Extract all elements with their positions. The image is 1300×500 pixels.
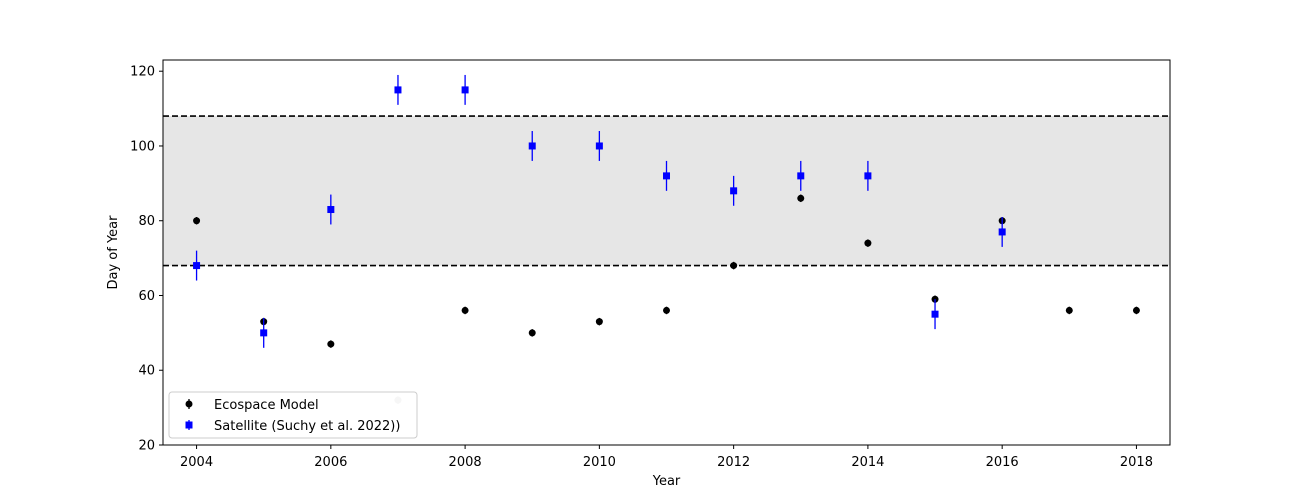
y-tick-label: 40 bbox=[138, 364, 155, 379]
data-point bbox=[864, 239, 872, 247]
axes: 2004 2006 2008 2010 2012 2014 2016 2018 20 40 60 80… bbox=[130, 59, 1171, 470]
y-tick-label: 20 bbox=[138, 439, 155, 454]
data-point bbox=[461, 86, 469, 94]
data-point bbox=[528, 329, 536, 337]
legend-entry-satellite: Satellite (Suchy et al. 2022)) bbox=[185, 419, 400, 434]
data-point bbox=[730, 187, 738, 195]
data-point bbox=[595, 318, 603, 326]
x-axis-label: Year bbox=[652, 474, 681, 489]
data-point bbox=[1065, 306, 1073, 314]
x-tick-label: 2016 bbox=[986, 455, 1019, 470]
data-point bbox=[931, 310, 939, 318]
data-point bbox=[327, 206, 335, 214]
data-point bbox=[730, 262, 738, 270]
data-point bbox=[797, 172, 805, 180]
data-point bbox=[193, 217, 201, 225]
legend-marker-ecospace bbox=[185, 399, 193, 409]
x-tick-label: 2014 bbox=[851, 455, 884, 470]
legend: Ecospace Model Satellite (Suchy et al. 2… bbox=[168, 391, 418, 439]
data-point bbox=[327, 340, 335, 348]
data-point bbox=[461, 306, 469, 314]
legend-marker-symbol bbox=[185, 400, 193, 408]
data-point bbox=[260, 329, 268, 337]
data-point bbox=[797, 194, 805, 202]
x-tick-label: 2010 bbox=[583, 455, 616, 470]
data-point bbox=[528, 142, 536, 150]
legend-box bbox=[168, 391, 418, 439]
y-tick-label: 100 bbox=[130, 139, 155, 154]
x-tick-label: 2018 bbox=[1120, 455, 1153, 470]
legend-entry-ecospace: Ecospace Model bbox=[185, 398, 319, 413]
data-point bbox=[595, 142, 603, 150]
x-tick-label: 2008 bbox=[449, 455, 482, 470]
data-point bbox=[663, 172, 670, 180]
legend-label-ecospace: Ecospace Model bbox=[214, 398, 319, 413]
data-point bbox=[864, 172, 872, 180]
legend-label-satellite: Satellite (Suchy et al. 2022)) bbox=[214, 419, 400, 434]
axes-frame bbox=[162, 59, 1171, 446]
data-point bbox=[1132, 306, 1140, 314]
x-tick-label: 2012 bbox=[717, 455, 750, 470]
data-point bbox=[663, 306, 670, 314]
x-tick-label: 2006 bbox=[314, 455, 347, 470]
data-point bbox=[394, 86, 402, 94]
data-point bbox=[193, 262, 201, 270]
x-tick-label: 2004 bbox=[180, 455, 213, 470]
legend-marker-symbol bbox=[185, 421, 193, 429]
legend-marker-satellite bbox=[185, 420, 193, 430]
y-tick-label: 80 bbox=[138, 214, 155, 229]
y-tick-label: 60 bbox=[138, 289, 155, 304]
series-satellite bbox=[193, 74, 1006, 348]
y-tick-label: 120 bbox=[130, 65, 155, 80]
y-axis-label: Day of Year bbox=[106, 215, 121, 290]
data-marks bbox=[193, 74, 1140, 404]
data-point bbox=[998, 228, 1006, 236]
